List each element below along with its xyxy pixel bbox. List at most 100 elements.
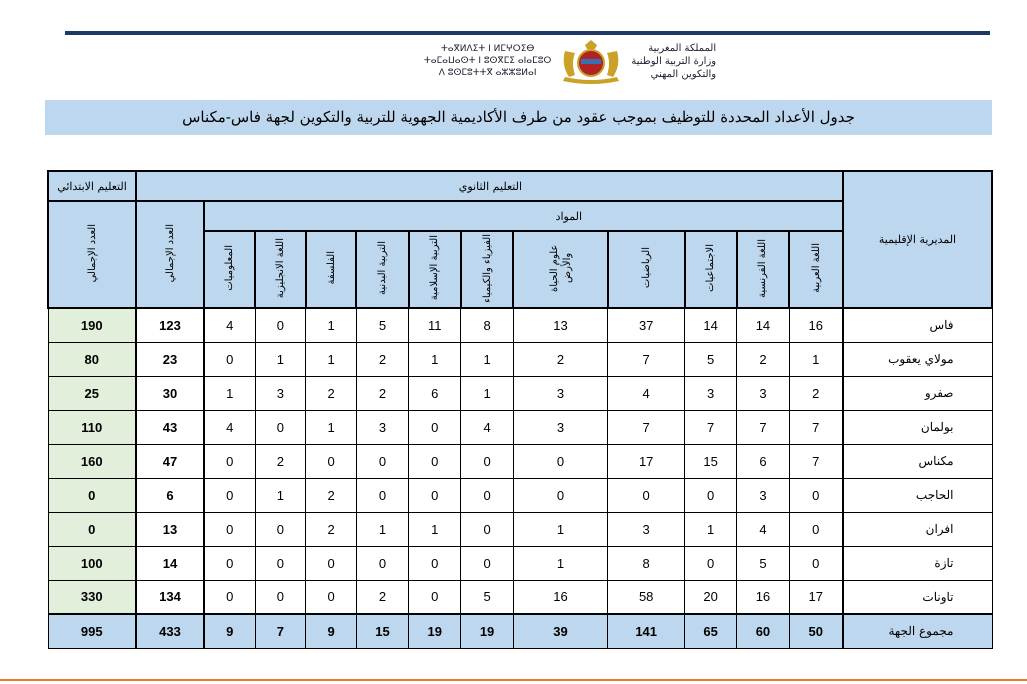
- table-row: صفرو 2 3 3 4 3 1 6 2 2 3 1 30 25: [47, 375, 993, 411]
- subject-label: المعلوميات: [224, 245, 236, 291]
- directorate-name: مجموع الجهة: [842, 613, 993, 649]
- subject-count: 15: [684, 443, 738, 479]
- subject-count: 1: [512, 511, 609, 547]
- subject-count: 0: [254, 409, 307, 445]
- subject-count: 0: [460, 477, 514, 513]
- subject-count: 7: [788, 443, 844, 479]
- subject-count: 0: [254, 579, 307, 615]
- secondary-total-header: العدد الإجمالي: [135, 200, 205, 309]
- subject-count: 3: [355, 409, 410, 445]
- subject-count: 0: [788, 511, 844, 547]
- subject-count: 0: [203, 443, 256, 479]
- directorate-name: بولمان: [842, 409, 993, 445]
- bottom-rule: [0, 679, 1027, 681]
- subject-count: 7: [607, 409, 686, 445]
- subject-count: 4: [203, 409, 256, 445]
- secondary-total-cell: 30: [135, 375, 205, 411]
- subject-count: 0: [607, 477, 686, 513]
- secondary-total-cell: 43: [135, 409, 205, 445]
- subject-count: 0: [460, 545, 514, 581]
- directorate-name: الحاجب: [842, 477, 993, 513]
- subject-count: 19: [460, 613, 514, 649]
- secondary-total-cell: 23: [135, 341, 205, 377]
- subject-count: 0: [684, 545, 738, 581]
- subject-count: 0: [203, 511, 256, 547]
- subject-count: 0: [408, 477, 462, 513]
- subject-count: 4: [460, 409, 514, 445]
- subject-count: 3: [512, 375, 609, 411]
- subject-count: 0: [254, 545, 307, 581]
- subject-count: 8: [607, 545, 686, 581]
- arabic-line: والتكوين المهني: [650, 68, 717, 80]
- primary-total-header: العدد الإجمالي: [47, 200, 137, 309]
- subject-header: الفيزياء والكيمياء: [459, 230, 515, 309]
- subject-count: 0: [203, 477, 256, 513]
- subject-count: 1: [305, 341, 357, 377]
- subject-count: 3: [607, 511, 686, 547]
- subject-count: 6: [736, 443, 790, 479]
- subject-count: 58: [607, 579, 686, 615]
- subject-count: 7: [684, 409, 738, 445]
- secondary-total-cell: 14: [135, 545, 205, 581]
- subject-label: التربية البدنية: [377, 241, 389, 295]
- subject-count: 0: [305, 443, 357, 479]
- subject-count: 16: [788, 307, 844, 343]
- subject-count: 19: [408, 613, 462, 649]
- subject-count: 16: [736, 579, 790, 615]
- subject-count: 0: [203, 579, 256, 615]
- subject-count: 2: [355, 375, 410, 411]
- subject-count: 1: [460, 341, 514, 377]
- primary-total-cell: 110: [47, 409, 137, 445]
- subject-label: اللغة الفرنسية: [757, 238, 769, 298]
- top-rule: [65, 31, 990, 35]
- subject-count: 2: [305, 375, 357, 411]
- primary-total-cell: 25: [47, 375, 137, 411]
- total-row: مجموع الجهة 50 60 65 141 39 19 19 15 9 7 9 433 995: [47, 613, 993, 649]
- subject-count: 2: [355, 579, 410, 615]
- subject-count: 17: [607, 443, 686, 479]
- subject-count: 0: [305, 545, 357, 581]
- subject-count: 3: [684, 375, 738, 411]
- primary-total-cell: 995: [47, 613, 137, 649]
- subject-label: الاجتماعيات: [705, 244, 717, 292]
- subject-count: 3: [736, 375, 790, 411]
- subject-count: 3: [736, 477, 790, 513]
- subject-count: 2: [512, 341, 609, 377]
- subject-count: 4: [736, 511, 790, 547]
- subject-count: 0: [254, 511, 307, 547]
- subject-count: 1: [305, 409, 357, 445]
- primary-total-cell: 0: [47, 511, 137, 547]
- table-row: الحاجب 0 3 0 0 0 0 0 0 2 1 0 6 0: [47, 477, 993, 513]
- secondary-total-cell: 6: [135, 477, 205, 513]
- subject-count: 7: [736, 409, 790, 445]
- secondary-total-cell: 13: [135, 511, 205, 547]
- subject-count: 13: [512, 307, 609, 343]
- subject-count: 6: [408, 375, 462, 411]
- subject-count: 0: [788, 545, 844, 581]
- primary-total-cell: 0: [47, 477, 137, 513]
- table-row: تازة 0 5 0 8 1 0 0 0 0 0 0 14 100: [47, 545, 993, 581]
- arabic-header: المملكة المغربية وزارة التربية الوطنية و…: [631, 42, 716, 81]
- tifinagh-line: ⵜⴰⵎⴰⵡⴰⵙⵜ ⵏ ⵓⵙⴳⵎⵉ ⴰⵏⴰⵎⵓⵔ: [423, 56, 552, 66]
- subject-count: 5: [355, 307, 410, 343]
- subject-count: 0: [355, 443, 410, 479]
- subject-count: 1: [203, 375, 256, 411]
- subject-count: 7: [788, 409, 844, 445]
- subject-label: الرياضيات: [640, 247, 652, 289]
- subject-label: اللغة الانجليزية: [274, 237, 286, 299]
- subject-count: 0: [512, 477, 609, 513]
- primary-total-cell: 190: [47, 307, 137, 343]
- subject-count: 2: [305, 511, 357, 547]
- subject-count: 15: [355, 613, 410, 649]
- subject-count: 0: [460, 443, 514, 479]
- subject-count: 1: [788, 341, 844, 377]
- subjects-header: المواد: [203, 200, 844, 232]
- subject-count: 1: [254, 341, 307, 377]
- subject-count: 14: [684, 307, 738, 343]
- subject-count: 4: [607, 375, 686, 411]
- subject-header: الفلسفة: [304, 230, 358, 309]
- subject-count: 9: [203, 613, 256, 649]
- subject-header: اللغة الفرنسية: [735, 230, 791, 309]
- subject-count: 0: [355, 545, 410, 581]
- primary-total-label: العدد الإجمالي: [86, 223, 98, 283]
